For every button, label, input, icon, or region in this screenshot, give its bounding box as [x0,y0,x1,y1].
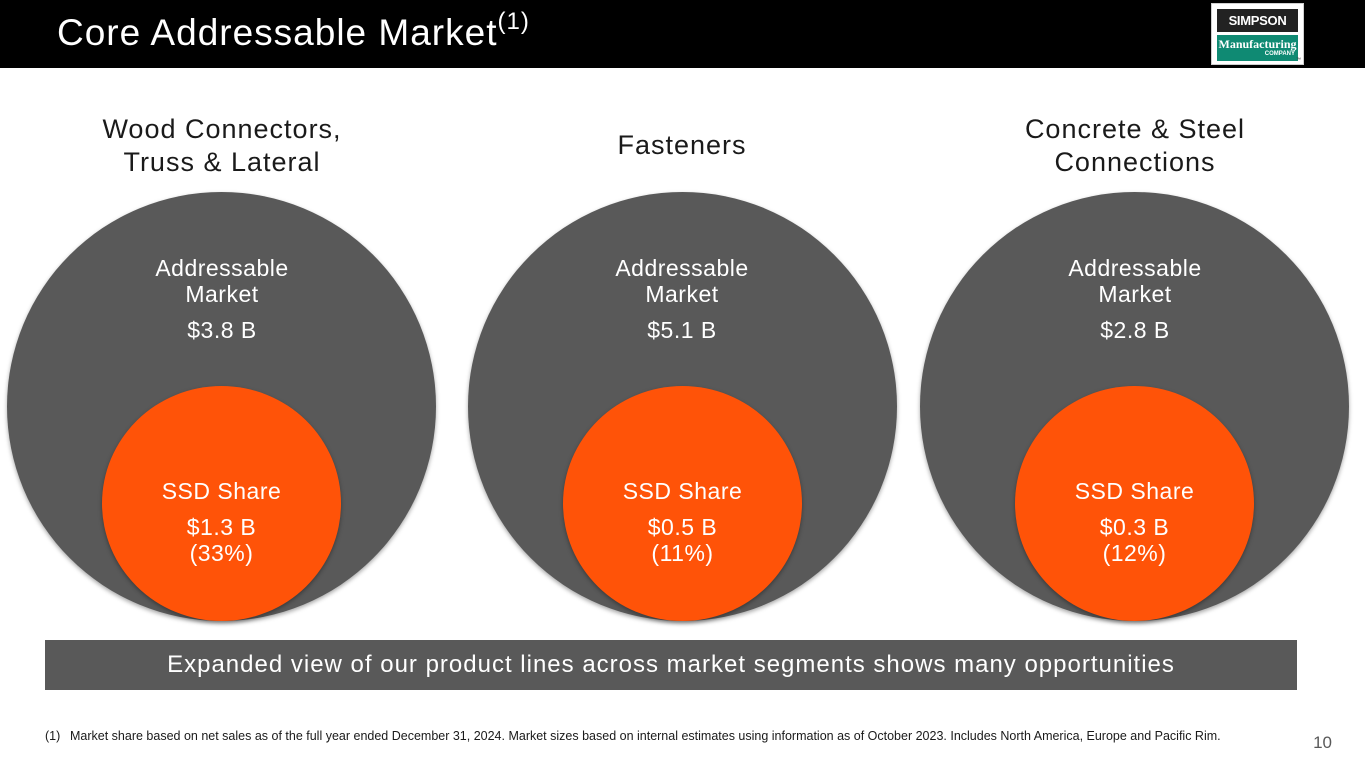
market-label-concrete: Addressable Market $2.8 B [985,255,1285,343]
market-label-line1: Addressable [1068,255,1202,281]
segment-title-wood: Wood Connectors, Truss & Lateral [72,113,372,179]
page-number: 10 [1313,733,1332,752]
logo-tm: ™ [1296,57,1301,63]
share-pct: (33%) [189,540,254,566]
share-label: SSD Share [622,478,743,504]
segment-title-line1: Wood Connectors, [102,114,342,144]
segment-title-line1: Concrete & Steel [1024,114,1246,144]
title-footnote-ref: (1) [497,8,530,35]
share-label-concrete: SSD Share $0.3 B (12%) [1015,478,1254,566]
share-pct: (12%) [1102,540,1167,566]
segment-title-fasteners: Fasteners [532,113,832,162]
page-title-text: Core Addressable Market [57,12,498,53]
share-label: SSD Share [161,478,282,504]
share-value: $1.3 B [186,514,257,540]
market-label-line1: Addressable [615,255,749,281]
market-label-fasteners: Addressable Market $5.1 B [532,255,832,343]
segment-title-line2: Fasteners [617,130,747,160]
company-logo: SIMPSON Manufacturing COMPANY ™ [1211,3,1304,65]
share-value: $0.3 B [1099,514,1170,540]
logo-simpson-text: SIMPSON [1217,9,1298,32]
logo-company-text: COMPANY [1264,51,1295,57]
footnote-mark: (1) [45,729,61,743]
share-circle-concrete [1015,386,1254,621]
market-label-wood: Addressable Market $3.8 B [72,255,372,343]
header-bar: Core Addressable Market(1) SIMPSON Manuf… [0,0,1365,68]
footnote: (1) Market share based on net sales as o… [45,728,1275,744]
market-value: $5.1 B [647,317,717,343]
share-label-wood: SSD Share $1.3 B (33%) [102,478,341,566]
share-circle-wood [102,386,341,621]
segment-title-concrete: Concrete & Steel Connections [985,113,1285,179]
share-circle-fasteners [563,386,802,621]
logo-manufacturing-text: Manufacturing [1218,37,1297,51]
segment-title-line1 [532,113,832,129]
market-label-line1: Addressable [155,255,289,281]
page-title: Core Addressable Market(1) [57,8,530,54]
market-value: $2.8 B [1100,317,1170,343]
share-label: SSD Share [1074,478,1195,504]
segment-title-line2: Connections [1054,147,1216,177]
logo-green-block: Manufacturing COMPANY [1217,35,1298,61]
market-value: $3.8 B [187,317,257,343]
segment-title-line2: Truss & Lateral [123,147,321,177]
share-value: $0.5 B [647,514,718,540]
summary-banner: Expanded view of our product lines acros… [45,640,1297,690]
footnote-text: Market share based on net sales as of th… [70,729,1221,743]
share-pct: (11%) [651,540,714,566]
market-label-line2: Market [645,281,719,307]
share-label-fasteners: SSD Share $0.5 B (11%) [563,478,802,566]
market-label-line2: Market [1098,281,1172,307]
market-label-line2: Market [185,281,259,307]
